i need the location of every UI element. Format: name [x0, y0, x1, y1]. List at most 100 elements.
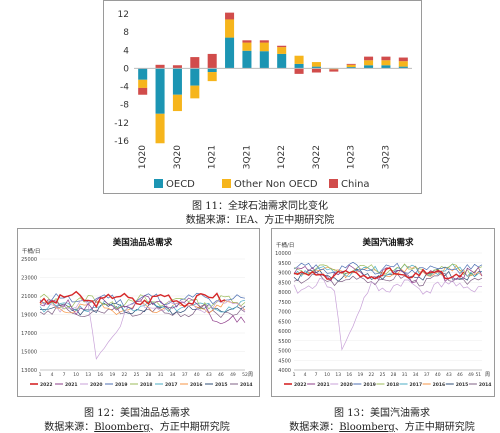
bar-segment-china [364, 56, 374, 61]
series-line-2018 [39, 293, 246, 310]
bar-segment-china [346, 63, 356, 65]
x-tick-label: 49 [468, 372, 474, 378]
legend-swatch-oecd [154, 179, 163, 188]
series-line-2020 [293, 277, 483, 351]
bar-segment-oecd [346, 67, 356, 69]
bar-segment-oecd [138, 68, 148, 80]
x-tick-label: 13 [85, 372, 91, 378]
y-tick-label: 23000 [21, 276, 37, 282]
legend-swatch-china [329, 179, 338, 188]
series-line-2019 [293, 261, 483, 275]
x-tick-label: 16 [346, 372, 352, 378]
bar-segment-other-non-oecd [155, 113, 165, 144]
x-tick-label: 1Q22 [277, 145, 287, 169]
legend-label-2020: 2020 [340, 382, 353, 388]
series-line-2020 [39, 298, 246, 360]
bar-segment-oecd [381, 65, 391, 69]
source-prefix: 数据来源： [44, 422, 95, 433]
y-tick-label: 13000 [21, 368, 37, 374]
x-tick-label: 10 [73, 372, 79, 378]
y-tick-label: 8500 [278, 280, 291, 286]
x-tick-label: 10 [324, 372, 330, 378]
figure-13-source: 数据来源：Bloomberg、方正中期研究院 [289, 418, 475, 433]
y-axis-unit: 千桶/日 [22, 247, 40, 255]
x-tick-label: 1Q23 [347, 145, 357, 169]
x-tick-label: 1 [39, 372, 42, 378]
bar-segment-oecd [311, 66, 321, 69]
x-tick-label: 1Q21 [208, 145, 218, 169]
bar-segment-china [172, 65, 182, 69]
x-tick-label: 25 [134, 372, 140, 378]
bar-segment-china [138, 87, 148, 95]
legend-swatch-other-non-oecd [222, 179, 231, 188]
bar-segment-china [225, 12, 235, 20]
x-tick-label: 46 [457, 372, 463, 378]
x-tick-label: 3Q22 [312, 145, 322, 169]
series-line-2017 [39, 299, 246, 313]
y-tick-label: -4 [120, 83, 129, 93]
bar-segment-oecd [364, 65, 374, 69]
bar-segment-china [277, 45, 287, 48]
y-tick-label: 25000 [21, 257, 37, 263]
x-tick-label: 40 [435, 372, 441, 378]
y-tick-label: 7500 [278, 300, 291, 306]
legend-label-2018: 2018 [386, 382, 399, 388]
source-link[interactable]: Bloomberg [94, 422, 150, 433]
x-tick-label: 28 [146, 372, 152, 378]
series-line-2022 [39, 290, 226, 309]
bar-segment-other-non-oecd [364, 60, 374, 66]
y-tick-label: 17000 [21, 331, 37, 337]
x-tick-label: 49 [230, 372, 236, 378]
legend-label-2018: 2018 [140, 382, 153, 388]
bar-segment-other-non-oecd [381, 60, 391, 66]
x-tick-label: 28 [391, 372, 397, 378]
bar-segment-other-non-oecd [346, 64, 356, 68]
bar-segment-other-non-oecd [207, 72, 217, 82]
legend-label-2021: 2021 [317, 382, 330, 388]
x-tick-label: 7 [315, 372, 318, 378]
bar-segment-oecd [172, 68, 182, 95]
legend-label-2017: 2017 [165, 382, 178, 388]
x-tick-label: 19 [109, 372, 115, 378]
bar-segment-china [207, 53, 217, 69]
x-tick-label: 22 [369, 372, 375, 378]
x-tick-label: 22 [122, 372, 128, 378]
chart-us-gasoline-demand: 美国汽油需求 千桶/日 10000 9500 9000 8500 8000 7500 7000 6… [271, 228, 495, 397]
legend-label-china: China [341, 179, 370, 190]
chart-us-total-demand: 美国油品总需求 千桶/日 25000 23000 21000 19000 17000 1500… [17, 228, 260, 397]
x-tick-label: 34 [170, 372, 176, 378]
y-tick-label: 4500 [278, 358, 291, 364]
source-link[interactable]: Bloomberg [339, 422, 395, 433]
x-tick-label: 52 [242, 372, 248, 378]
x-tick-label: 31 [158, 372, 164, 378]
global-oil-demand-svg: 12 8 4 0 -4 -8 -12 -16 1Q20 3Q20 1Q21 3Q21 1Q22 3Q22 1… [114, 10, 412, 190]
legend-label-2022: 2022 [40, 382, 53, 388]
x-tick-label: 31 [402, 372, 408, 378]
bar-segment-oecd [277, 53, 287, 69]
y-tick-label: 6000 [278, 329, 291, 335]
bar-segment-oecd [207, 68, 217, 73]
bar-segment-other-non-oecd [138, 79, 148, 88]
bar-segment-other-non-oecd [190, 85, 200, 99]
bar-segment-oecd [294, 63, 304, 69]
bar-segment-china [398, 57, 408, 62]
x-tick-label: 51 [475, 372, 481, 378]
x-tick-label: 37 [424, 372, 430, 378]
x-tick-label: 25 [380, 372, 386, 378]
y-tick-label: 8 [123, 28, 129, 38]
y-tick-label: 9500 [278, 261, 291, 267]
x-tick-label: 43 [206, 372, 212, 378]
source-prefix: 数据来源： [289, 422, 340, 433]
y-tick-label: 7000 [278, 310, 291, 316]
series-line-2019 [39, 292, 246, 308]
x-tick-label: 46 [218, 372, 224, 378]
figure-13-caption: 图 13：美国汽油需求 [334, 408, 430, 419]
bar-segment-china [242, 40, 252, 43]
figure-11-caption: 图 11：全球石油需求同比变化 [192, 201, 328, 212]
y-tick-label: 15000 [21, 350, 37, 356]
chart-title: 美国油品总需求 [113, 237, 173, 248]
bar-segment-other-non-oecd [225, 19, 235, 38]
bar-segment-oecd [259, 51, 269, 69]
x-tick-label: 43 [446, 372, 452, 378]
